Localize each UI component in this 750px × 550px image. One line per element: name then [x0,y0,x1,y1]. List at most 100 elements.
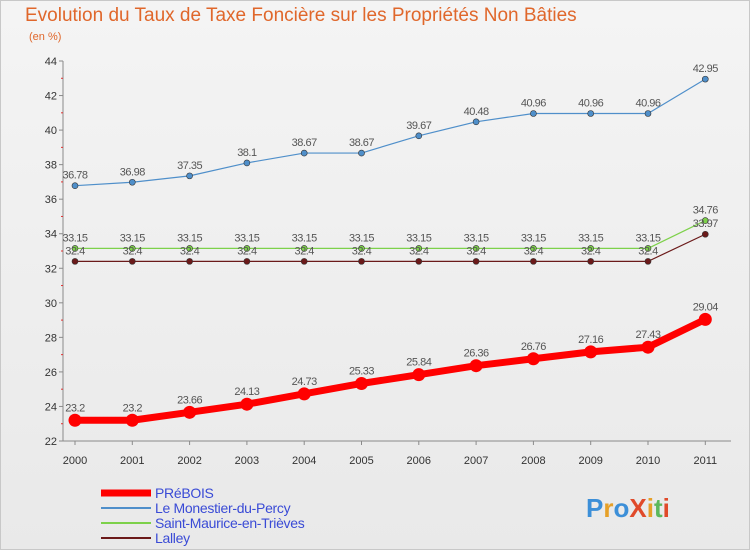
data-point [644,245,652,252]
logo-letter: r [603,493,613,523]
series-line [75,316,707,424]
logo-letter: X [629,493,647,523]
data-point [125,413,139,427]
data-point [186,172,193,180]
data-label: 27.43 [635,329,660,341]
logo-letter: i [647,493,654,523]
data-point [472,245,480,252]
data-label: 36.98 [120,166,145,178]
data-point [355,376,368,390]
data-point [530,110,537,117]
data-label: 38.67 [349,137,374,149]
data-label: 32.4 [352,245,372,257]
data-point [358,149,365,157]
data-label: 32.4 [123,245,143,257]
axes: 22 24 26 28 30 32 34 36 38 40 42 44 2000 2001 2002 2003… [45,56,731,467]
data-point [300,149,308,157]
x-tick-label: 2001 [120,455,144,467]
data-label: 36.78 [62,170,87,182]
logo-letter: P [586,493,603,523]
data-point [644,258,652,265]
data-label: 40.96 [521,98,546,110]
data-label: 33.15 [177,232,202,244]
x-tick-label: 2009 [578,455,602,467]
data-label: 33.15 [292,232,317,244]
data-point [415,258,423,265]
data-label: 23.2 [123,402,143,414]
data-label: 33.15 [464,232,489,244]
data-label: 38.1 [237,147,257,159]
series-layer: 36.78 36.98 37.35 38.1 38.67 38.67 39.67 40.48 4… [62,63,719,427]
data-point [129,245,136,252]
data-label: 40.96 [578,98,603,110]
data-point [415,245,423,252]
data-label: 33.15 [120,232,145,244]
x-tick-label: 2008 [521,455,545,467]
data-point [243,245,251,252]
x-tick-label: 2011 [693,455,717,467]
data-label: 39.67 [406,120,431,132]
data-label: 33.15 [349,232,374,244]
data-label: 32.4 [466,245,486,257]
legend-label: Le Monestier-du-Percy [155,500,291,516]
data-point [641,340,655,354]
series-Le Monestier-du-Percy: 36.78 36.98 37.35 38.1 38.67 38.67 39.67 40.48 4… [62,63,719,190]
y-tick-label: 44 [45,56,57,68]
data-point [472,118,480,126]
y-tick-label: 26 [45,367,57,379]
data-label: 32.4 [409,245,429,257]
data-label: 42.95 [693,63,718,75]
data-label: 25.84 [406,357,431,369]
series-line [75,233,706,262]
data-label: 32.4 [638,245,658,257]
legend-label: Lalley [155,530,190,546]
data-point [71,245,79,252]
data-label: 40.48 [464,106,489,118]
logo-letter: o [613,493,629,523]
y-axis-unit-label: (en %) [29,31,62,43]
data-label: 32.4 [581,245,601,257]
logo-text: ProXiti [586,493,670,523]
data-point [240,397,254,411]
y-tick-label: 40 [45,125,57,137]
data-point [526,352,540,366]
x-tick-label: 2002 [177,455,201,467]
data-label: 32.4 [65,245,85,257]
y-tick-label: 34 [45,229,57,241]
series-Saint-Maurice-en-Trièves: 33.15 33.15 33.15 33.15 33.15 33.15 33.15 33.15… [62,205,719,252]
data-label: 33.97 [693,218,718,230]
data-label: 24.73 [292,376,317,388]
series-Lalley: 32.4 32.4 32.4 32.4 32.4 32.4 32.4 32.4 32.4 32.4… [65,218,719,265]
data-label: 33.15 [406,232,431,244]
data-label: 32.4 [237,245,257,257]
data-point [68,413,82,427]
y-tick-label: 30 [45,298,57,310]
logo-letter: i [663,493,670,523]
y-tick-label: 38 [45,160,57,172]
proxiti-logo: ProXiti [586,493,670,523]
data-point [358,245,365,252]
data-point [129,178,136,186]
x-tick-label: 2005 [349,455,373,467]
data-label: 29.04 [693,301,718,313]
data-label: 26.76 [521,341,546,353]
data-point [584,345,598,359]
data-point [412,368,426,382]
data-point [186,258,193,265]
data-point [243,159,251,167]
y-tick-label: 42 [45,91,57,103]
data-label: 34.76 [693,205,718,217]
data-label: 24.13 [234,386,259,398]
data-label: 23.2 [65,402,85,414]
data-point [415,132,423,140]
data-label: 32.4 [180,245,200,257]
data-label: 33.15 [62,232,87,244]
data-point [469,359,483,373]
data-point [587,245,595,252]
data-point [701,230,709,238]
y-tick-label: 22 [45,436,57,448]
data-label: 33.15 [635,232,660,244]
data-point [300,245,308,252]
